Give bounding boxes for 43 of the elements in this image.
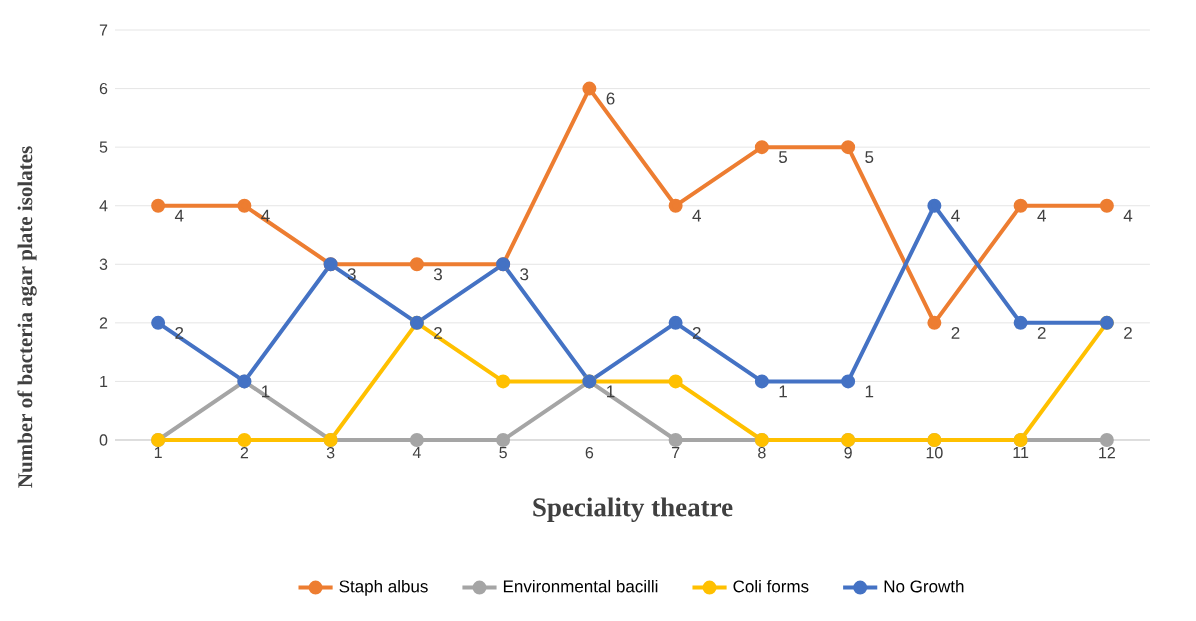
data-label: 4	[1037, 209, 1046, 222]
x-tick-label: 12	[1099, 447, 1115, 459]
data-label: 4	[174, 209, 184, 222]
data-label: 1	[779, 385, 787, 398]
data-label: 4	[951, 209, 960, 222]
x-tick-label: 3	[326, 447, 335, 459]
legend-label: Staph albus	[339, 579, 428, 596]
x-tick-label: 9	[844, 447, 852, 459]
data-label: 3	[433, 268, 442, 281]
x-tick-label: 5	[499, 447, 507, 459]
legend-label: Environmental bacilli	[503, 579, 658, 593]
x-axis-title: Speciality theatre	[533, 497, 733, 522]
data-label: 2	[1037, 326, 1046, 339]
y-tick-label: 2	[99, 317, 108, 329]
x-tick-label: 8	[758, 447, 766, 459]
data-label: 4	[1123, 209, 1133, 222]
data-label: 1	[865, 385, 874, 398]
data-label: 1	[262, 385, 270, 398]
y-tick-label: 3	[99, 258, 108, 270]
data-label: 3	[520, 268, 529, 281]
data-label: 2	[951, 326, 960, 339]
x-tick-label: 6	[585, 447, 594, 459]
y-tick-label: 0	[99, 434, 108, 446]
data-label: 4	[692, 209, 701, 222]
legend-label: No Growth	[884, 579, 964, 593]
data-label: 5	[865, 151, 874, 164]
data-label: 5	[778, 151, 788, 164]
data-label: 2	[1124, 326, 1132, 339]
x-tick-label: 11	[1013, 447, 1029, 459]
data-label: 6	[606, 92, 615, 105]
x-tick-label: 4	[412, 447, 421, 459]
y-tick-label: 7	[99, 24, 108, 36]
x-tick-label: 10	[926, 447, 943, 459]
legend-label: Coli forms	[733, 579, 809, 593]
y-tick-label: 5	[99, 141, 108, 153]
y-tick-label: 1	[100, 375, 108, 387]
y-axis-title: Number of bacteria agar plate isolates	[17, 146, 37, 488]
y-tick-label: 4	[99, 200, 108, 212]
data-label: 1	[607, 385, 615, 398]
y-tick-label: 6	[99, 82, 108, 95]
x-tick-label: 2	[240, 447, 249, 459]
x-tick-label: 1	[154, 447, 162, 459]
x-tick-label: 7	[671, 447, 680, 459]
